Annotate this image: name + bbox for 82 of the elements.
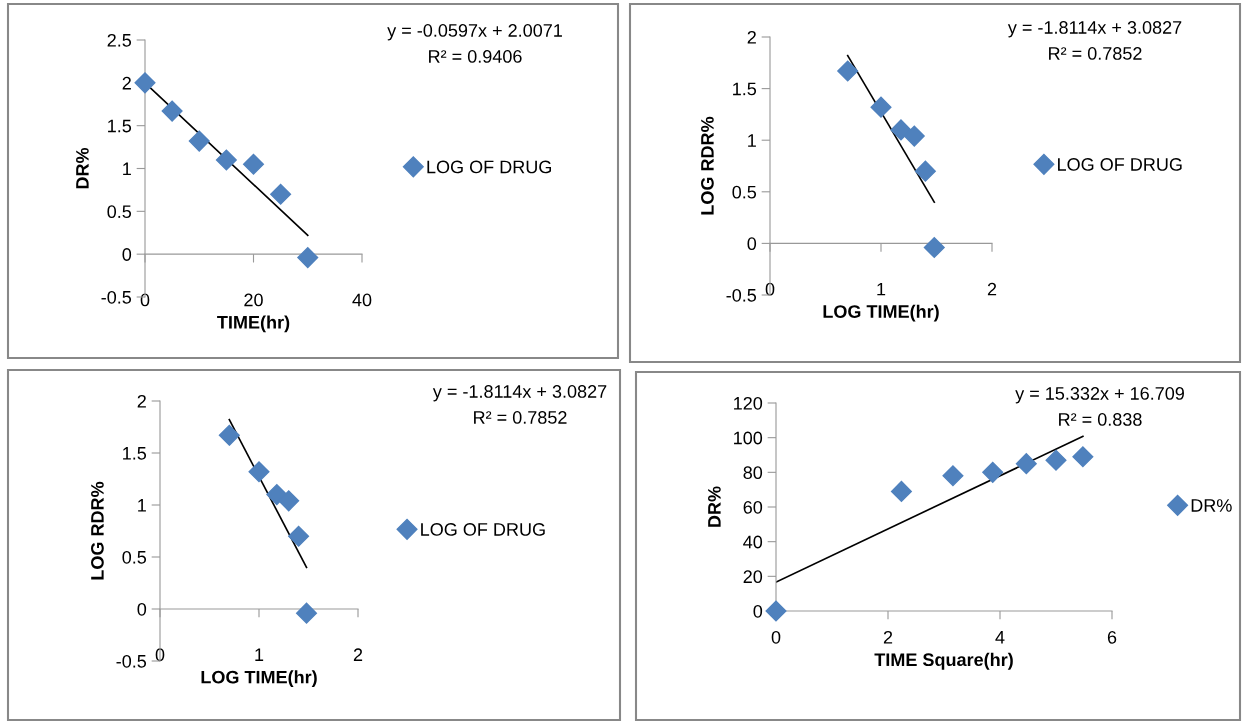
y-tick-label: 40 <box>743 535 763 549</box>
y-tick-label: 0 <box>122 248 132 261</box>
y-tick-label: -0.5 <box>726 288 757 302</box>
annotation: R² = 0.838 <box>1059 413 1142 426</box>
y-tick-label: 0 <box>137 602 147 616</box>
x-tick-label: 6 <box>1107 630 1117 644</box>
y-axis-title: LOG RDR% <box>701 116 714 215</box>
x-axis-title: TIME Square(hr) <box>874 652 1013 670</box>
point <box>297 247 319 269</box>
y-tick-label: 0 <box>753 604 763 618</box>
point <box>278 490 300 512</box>
text: y = -1.8114x + 3.0827 <box>1007 21 1182 38</box>
point <box>837 60 859 82</box>
text: y = -1.8114x + 3.0827 <box>432 385 607 402</box>
y-tick-label: 0.5 <box>732 185 757 199</box>
legend-label: LOG OF DRUG <box>427 160 552 174</box>
x-tick-label: 0 <box>771 630 781 644</box>
legend-label: LOG OF DRUG <box>421 523 545 536</box>
y-tick-label: 120 <box>734 396 763 410</box>
x-axis-title: LOG TIME(hr) <box>201 670 317 688</box>
annotation: y = 15.332x + 16.709 <box>1015 387 1184 404</box>
y-tick-label: 1 <box>748 134 756 147</box>
point <box>296 602 318 624</box>
point <box>218 424 240 446</box>
y-tick-label: 1 <box>123 162 131 176</box>
point <box>890 480 912 502</box>
y-tick-label: 0 <box>747 237 757 251</box>
point <box>270 183 292 205</box>
y-tick-label: 1.5 <box>733 82 757 96</box>
point <box>242 153 265 175</box>
x-tick-label: 1 <box>255 648 264 661</box>
point <box>903 125 925 147</box>
point <box>870 96 892 118</box>
y-tick-label: 100 <box>734 431 763 445</box>
y-tick-label: 1.5 <box>123 447 147 460</box>
x-tick-label: 1 <box>877 282 886 296</box>
y-tick-label: 1 <box>138 499 146 512</box>
x-tick-label: 0 <box>765 282 775 296</box>
point <box>215 149 237 171</box>
y-axis-title: DR% <box>76 147 89 189</box>
y-tick-label: 0.5 <box>122 550 147 564</box>
point <box>923 237 945 259</box>
point <box>942 465 964 487</box>
y-tick-label: -0.5 <box>101 290 132 304</box>
x-tick-label: 2 <box>883 630 893 644</box>
y-tick-label: 2 <box>122 76 131 90</box>
point <box>161 100 183 122</box>
point <box>914 160 936 182</box>
x-tick-label: 4 <box>995 631 1005 644</box>
point <box>188 130 210 152</box>
x-tick-label: 20 <box>244 293 263 307</box>
y-tick-label: -0.5 <box>116 654 147 668</box>
y-axis-title: DR% <box>708 486 721 527</box>
x-tick-label: 2 <box>987 282 997 296</box>
y-tick-label: 2 <box>137 394 146 408</box>
x-tick-label: 40 <box>352 293 372 307</box>
y-tick-label: 20 <box>743 570 763 584</box>
y-axis-title: LOG RDR% <box>91 481 104 580</box>
x-tick-label: 0 <box>155 648 165 662</box>
y-tick-label: 2 <box>747 30 756 44</box>
x-tick-label: 2 <box>353 648 363 661</box>
text: R² = 0.7852 <box>1049 47 1142 60</box>
point <box>982 461 1004 483</box>
text: y = -0.0597x + 2.0071 <box>387 24 562 41</box>
point <box>134 72 156 94</box>
y-tick-label: 0.5 <box>107 205 132 219</box>
text: R² = 0.9406 <box>429 50 522 63</box>
y-tick-label: 1.5 <box>108 119 132 133</box>
x-axis-title: LOG TIME(hr) <box>823 304 939 322</box>
y-tick-label: 2.5 <box>107 33 132 47</box>
point <box>1015 453 1037 475</box>
y-tick-label: 80 <box>743 466 763 480</box>
point <box>1072 446 1094 468</box>
point <box>248 461 270 483</box>
point <box>288 525 310 547</box>
point <box>765 600 787 622</box>
legend-label: LOG OF DRUG <box>1058 158 1182 171</box>
point <box>1045 449 1067 471</box>
x-axis-title: TIME(hr) <box>217 315 290 333</box>
y-tick-label: 60 <box>743 500 763 514</box>
text: R² = 0.7852 <box>474 411 567 424</box>
legend-label: DR% <box>1191 499 1232 512</box>
